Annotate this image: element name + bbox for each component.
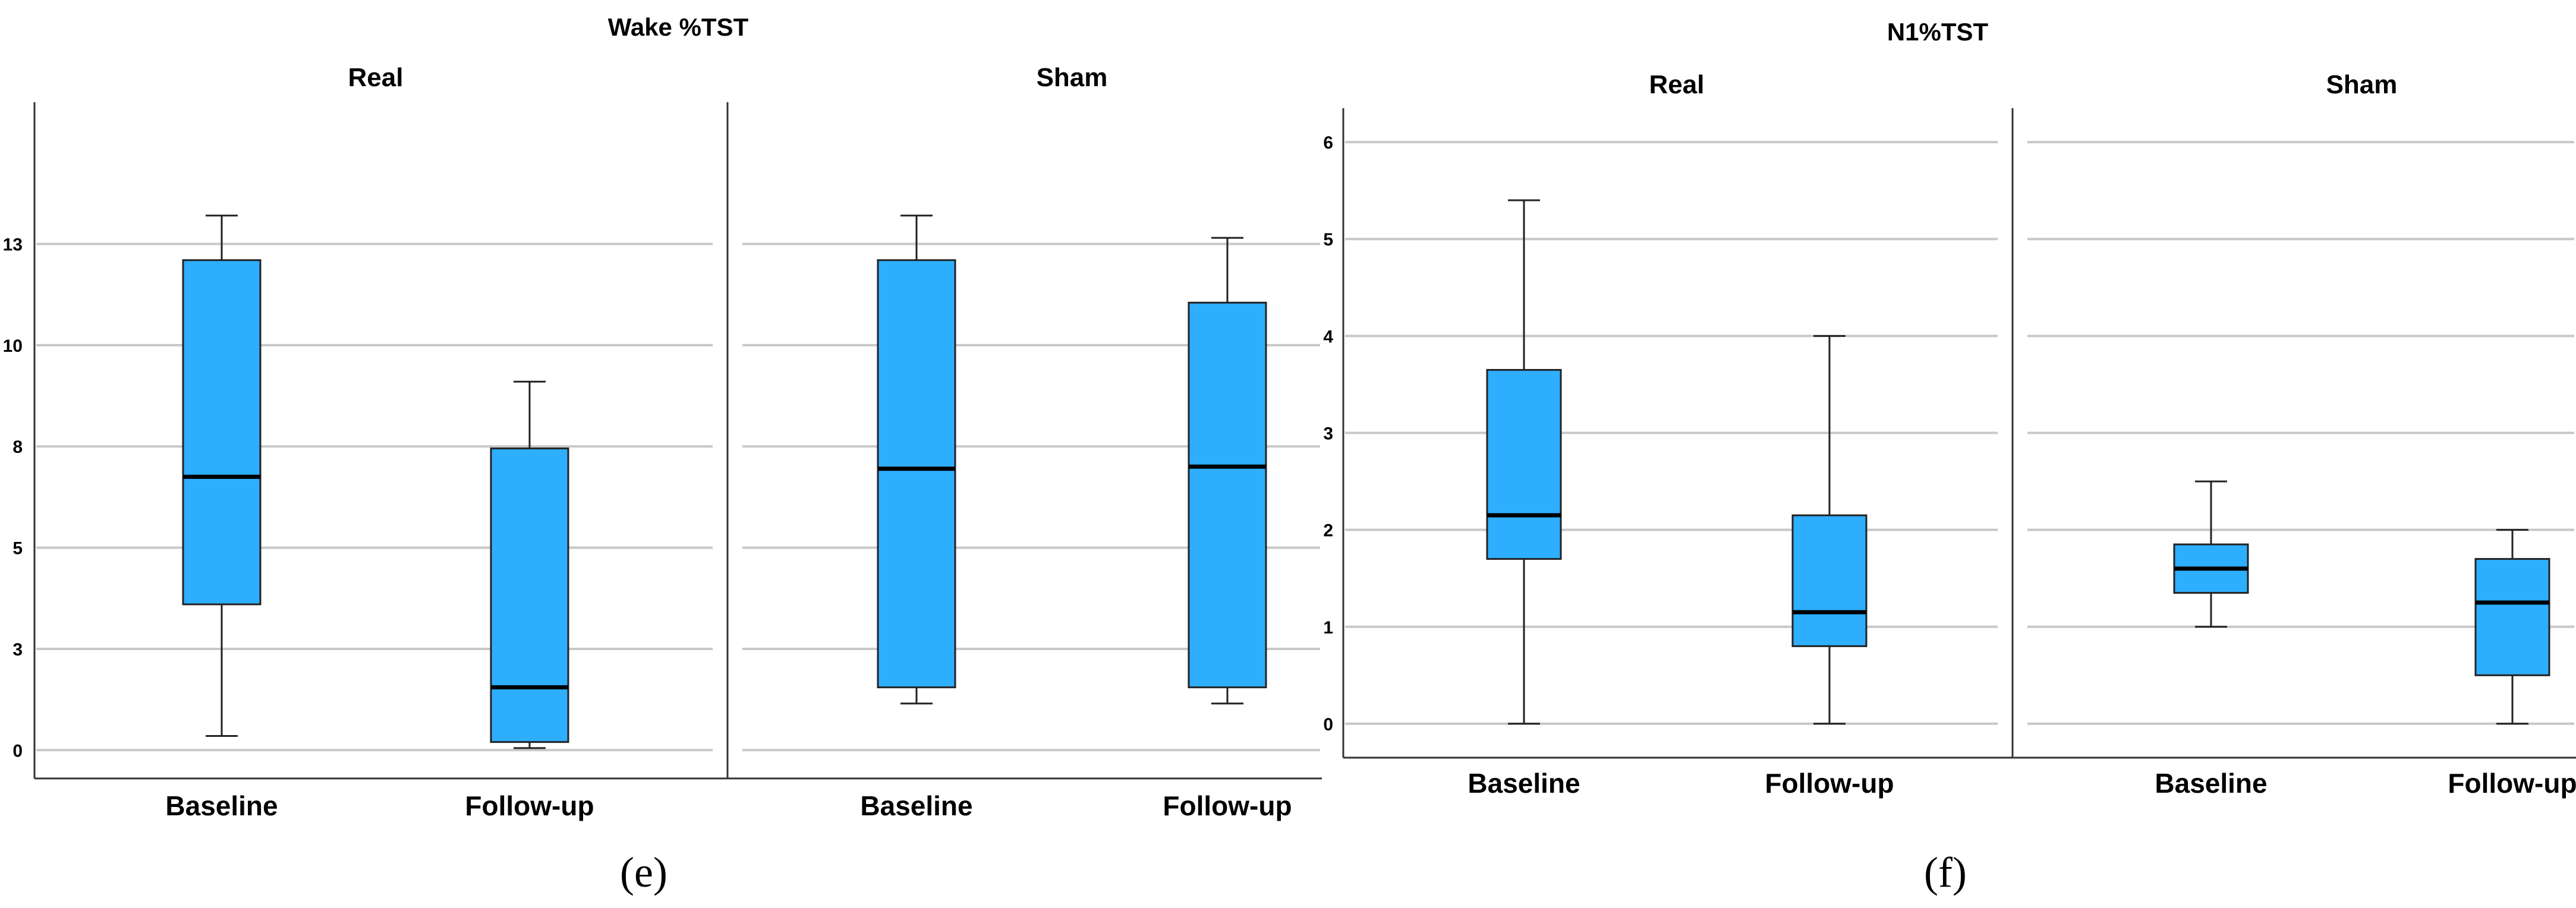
y-tick-label: 13 — [3, 235, 23, 255]
x-category-label: Follow-up — [1163, 790, 1292, 821]
box-sham-baseline — [2173, 480, 2249, 628]
y-tick-label: 4 — [1323, 327, 1333, 346]
y-tick-label: 10 — [3, 336, 23, 356]
x-category-label: Baseline — [165, 790, 278, 821]
iqr-box — [490, 447, 569, 743]
panel-title-real: Real — [348, 63, 404, 92]
panel-title-real: Real — [1649, 70, 1705, 99]
chart-title: N1%TST — [1887, 18, 1989, 46]
iqr-box — [182, 259, 262, 606]
iqr-box — [1486, 368, 1562, 560]
chart-title: Wake %TST — [608, 13, 749, 41]
iqr-box — [877, 259, 956, 689]
x-category-label: Baseline — [2155, 768, 2267, 799]
box-sham-baseline — [877, 215, 956, 705]
box-real-baseline — [1486, 199, 1562, 725]
y-tick-label: 5 — [12, 539, 23, 559]
x-category-label: Baseline — [860, 790, 972, 821]
iqr-box — [2474, 558, 2550, 676]
y-tick-label: 0 — [12, 741, 23, 761]
y-tick-label: 1 — [1323, 618, 1333, 638]
box-real-baseline — [182, 215, 262, 737]
y-tick-label: 3 — [1323, 424, 1333, 444]
iqr-box — [1188, 301, 1267, 689]
figure-caption: (f) — [1924, 849, 1967, 896]
y-tick-label: 3 — [12, 640, 23, 660]
y-tick-label: 8 — [12, 437, 23, 457]
chart-wake-tst: Wake %TST 0 3 5 8 10 13 Real Baseline Follow-up Sh… — [3, 13, 1322, 896]
y-tick-label: 2 — [1323, 521, 1333, 541]
y-tick-label: 5 — [1323, 230, 1333, 250]
x-category-label: Follow-up — [465, 790, 594, 821]
box-real-followup — [1791, 335, 1868, 725]
x-category-label: Follow-up — [2448, 768, 2576, 799]
box-sham-followup — [1188, 237, 1267, 705]
y-tick-label: 0 — [1323, 715, 1333, 734]
chart-n1-tst: N1%TST 0 1 2 3 4 5 6 Real Baseline Follow-up Sham Ba… — [1323, 18, 2576, 896]
panel-title-sham: Sham — [1037, 63, 1108, 92]
box-sham-followup — [2474, 529, 2550, 725]
iqr-box — [1791, 514, 1868, 647]
box-real-followup — [490, 380, 569, 749]
y-tick-label: 6 — [1323, 133, 1333, 153]
x-category-label: Baseline — [1467, 768, 1580, 799]
figure-caption: (e) — [620, 849, 667, 896]
x-category-label: Follow-up — [1765, 768, 1894, 799]
panel-title-sham: Sham — [2326, 70, 2398, 99]
